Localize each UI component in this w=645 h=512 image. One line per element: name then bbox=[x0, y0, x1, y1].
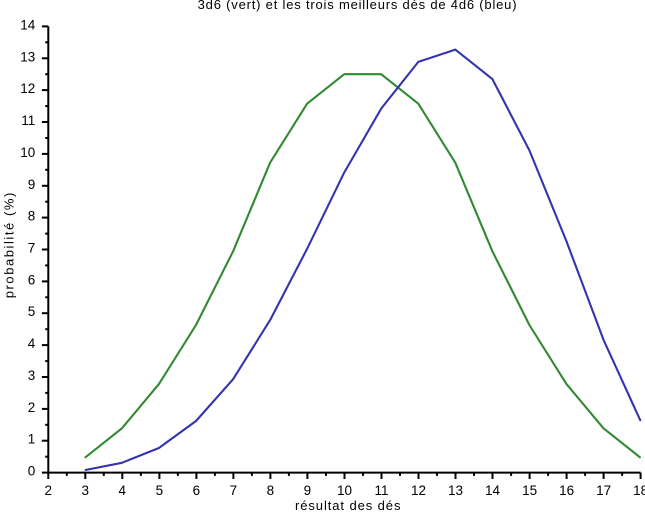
svg-text:6: 6 bbox=[193, 483, 201, 498]
svg-text:résultat des dés: résultat des dés bbox=[295, 498, 401, 512]
svg-text:14: 14 bbox=[20, 17, 36, 32]
svg-text:0: 0 bbox=[28, 464, 36, 479]
svg-text:13: 13 bbox=[448, 483, 463, 498]
svg-text:2: 2 bbox=[45, 483, 53, 498]
svg-text:7: 7 bbox=[28, 241, 36, 256]
svg-text:9: 9 bbox=[304, 483, 312, 498]
svg-text:4: 4 bbox=[28, 336, 36, 351]
svg-text:3: 3 bbox=[28, 368, 36, 383]
svg-text:9: 9 bbox=[28, 177, 36, 192]
svg-text:3d6 (vert) et les trois meille: 3d6 (vert) et les trois meilleurs dés de… bbox=[198, 0, 518, 12]
svg-text:1: 1 bbox=[28, 432, 36, 447]
svg-text:14: 14 bbox=[485, 483, 501, 498]
svg-text:16: 16 bbox=[559, 483, 574, 498]
svg-text:10: 10 bbox=[20, 145, 35, 160]
svg-text:5: 5 bbox=[28, 304, 36, 319]
svg-text:12: 12 bbox=[411, 483, 426, 498]
svg-text:10: 10 bbox=[337, 483, 352, 498]
svg-text:11: 11 bbox=[374, 483, 388, 498]
svg-text:4: 4 bbox=[119, 483, 127, 498]
svg-text:15: 15 bbox=[522, 483, 537, 498]
svg-text:17: 17 bbox=[596, 483, 611, 498]
svg-text:2: 2 bbox=[28, 400, 36, 415]
svg-text:5: 5 bbox=[156, 483, 164, 498]
svg-text:18: 18 bbox=[633, 483, 645, 498]
svg-text:13: 13 bbox=[20, 49, 35, 64]
svg-text:3: 3 bbox=[82, 483, 90, 498]
svg-text:probabilité (%): probabilité (%) bbox=[1, 191, 16, 298]
svg-text:12: 12 bbox=[20, 81, 35, 96]
svg-text:8: 8 bbox=[28, 209, 36, 224]
svg-text:7: 7 bbox=[230, 483, 238, 498]
svg-text:6: 6 bbox=[28, 272, 36, 287]
svg-text:11: 11 bbox=[21, 113, 35, 128]
svg-text:8: 8 bbox=[267, 483, 275, 498]
